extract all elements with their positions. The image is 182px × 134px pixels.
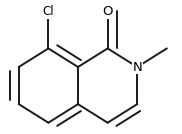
- Text: Cl: Cl: [43, 5, 54, 18]
- Text: O: O: [102, 5, 113, 18]
- Text: N: N: [132, 60, 142, 74]
